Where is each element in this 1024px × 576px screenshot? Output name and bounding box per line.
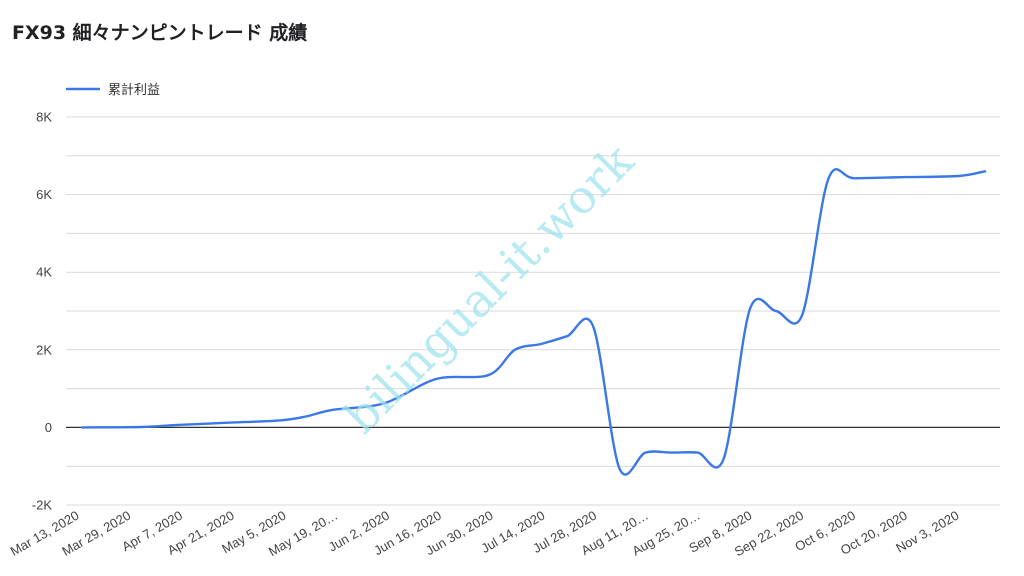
legend-label: 累計利益 <box>108 82 160 98</box>
y-tick-label: -2K <box>32 498 53 513</box>
watermark-text: bilingual-it.work <box>334 133 645 444</box>
y-tick-label: 8K <box>36 110 52 125</box>
y-tick-label: 0 <box>45 420 52 435</box>
series-line <box>80 168 987 476</box>
y-tick-label: 4K <box>36 265 52 280</box>
y-tick-label: 2K <box>36 342 52 357</box>
y-tick-label: 6K <box>36 187 52 202</box>
chart-title: FX93 細々ナンピントレード 成績 <box>12 22 308 44</box>
